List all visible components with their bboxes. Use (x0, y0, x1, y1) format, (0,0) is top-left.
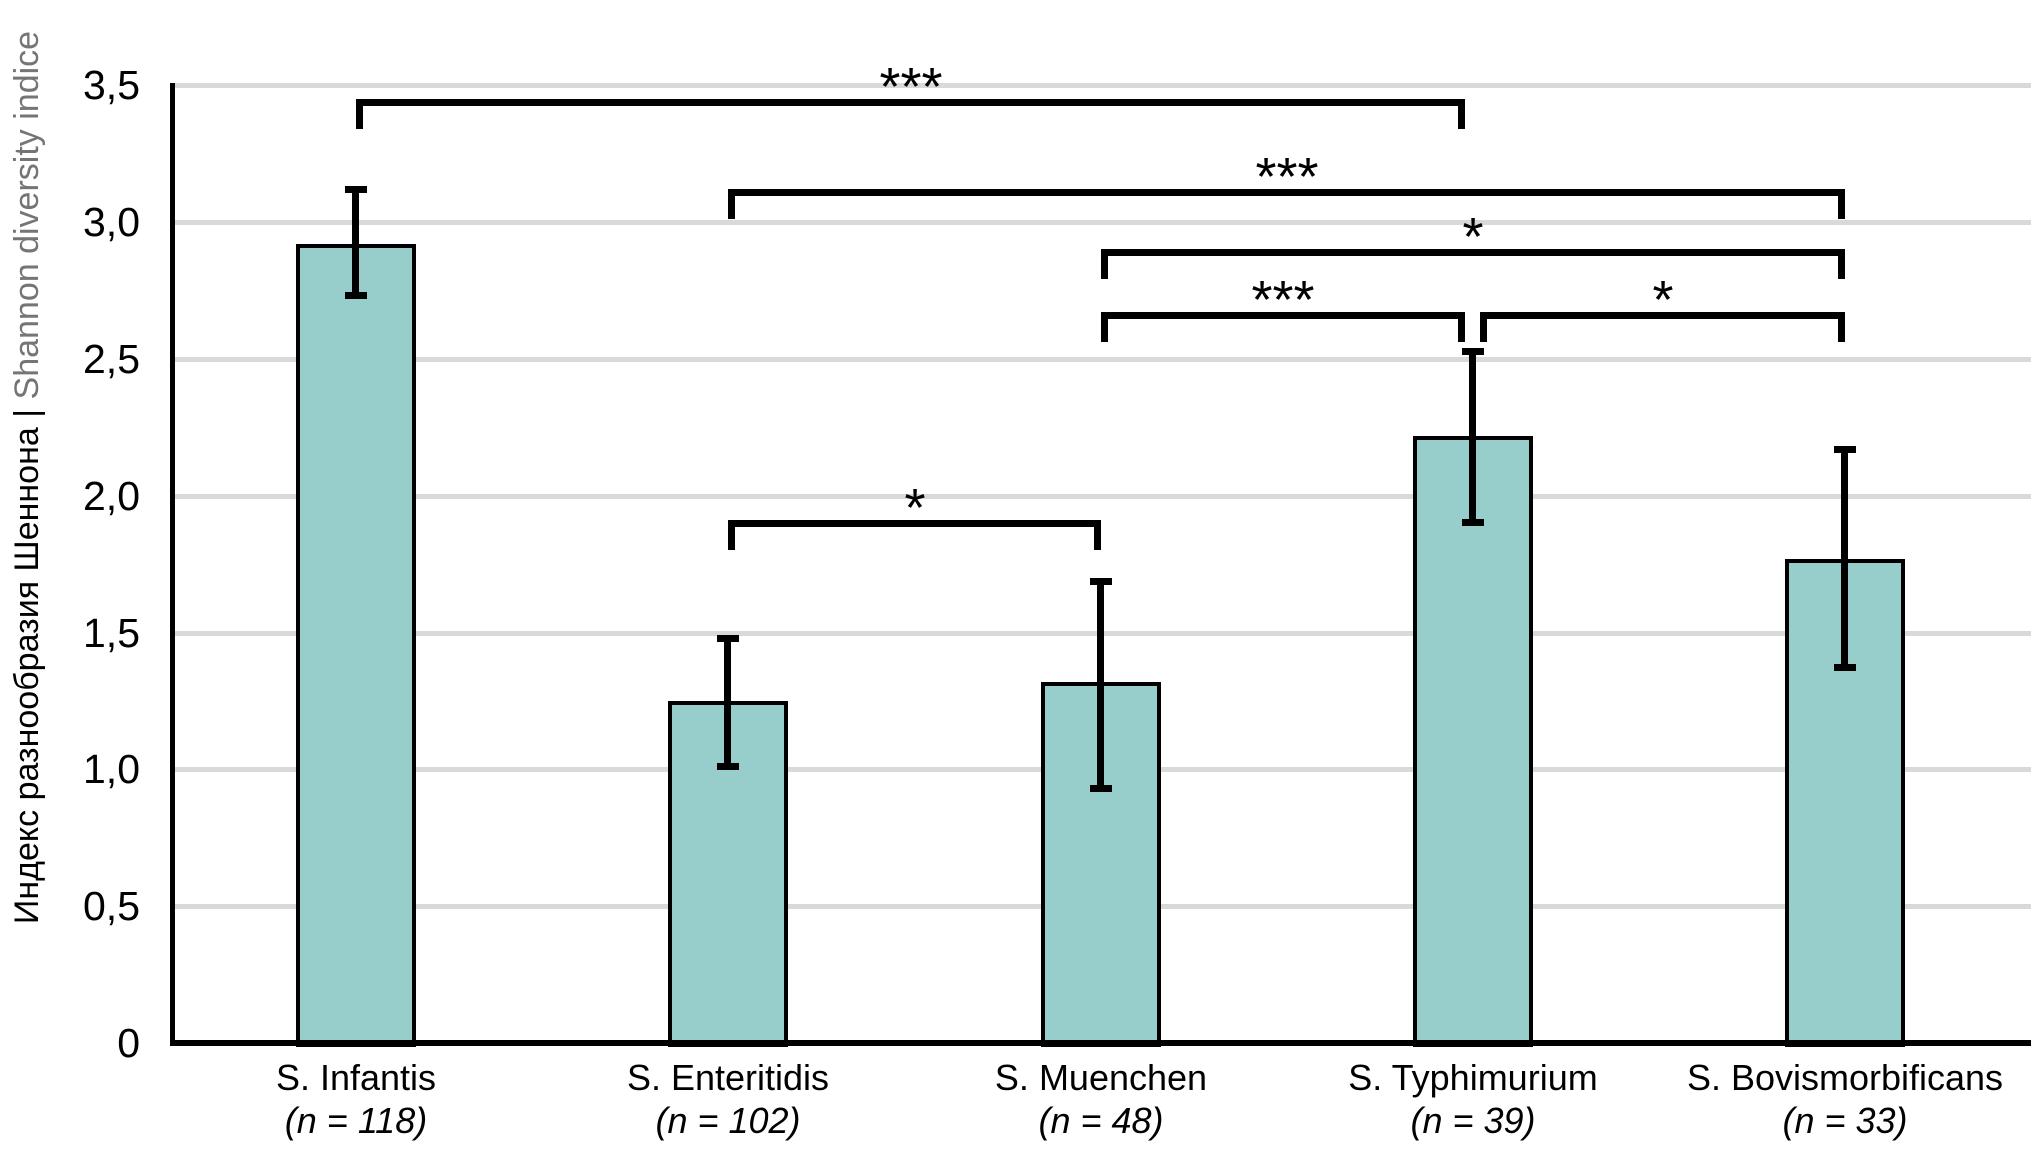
x-axis-line (170, 1040, 2031, 1046)
error-bar-s-bovismorbificans (1841, 449, 1848, 668)
significance-star-3: * (1462, 207, 1484, 267)
category-name-s-infantis: S. Infantis (275, 1057, 437, 1098)
error-cap-top-s-bovismorbificans (1834, 446, 1856, 453)
significance-bracket-6-tick-left (728, 520, 735, 550)
y-tick-label-2-0: 2,0 (83, 473, 140, 519)
category-name-s-enteritidis: S. Enteritidis (626, 1057, 830, 1098)
significance-bracket-3-line (1101, 249, 1845, 256)
significance-bracket-3-tick-right (1838, 249, 1845, 279)
category-n-count-s-typhimurium: (n = 39) (1410, 1100, 1536, 1141)
error-cap-top-s-muenchen (1090, 578, 1112, 585)
significance-bracket-5-line (1480, 312, 1845, 319)
error-cap-bottom-s-typhimurium (1462, 519, 1484, 526)
significance-star-1: *** (879, 57, 943, 117)
category-label-s-typhimurium: S. Typhimurium (n = 39) (1287, 1056, 1659, 1142)
y-tick-label-0-5: 0,5 (83, 883, 140, 929)
significance-bracket-2-tick-right (1838, 189, 1845, 219)
significance-star-6: * (904, 478, 926, 538)
y-tick-label-1-0: 1,0 (83, 746, 140, 792)
error-cap-bottom-s-infantis (345, 292, 367, 299)
significance-bracket-5-tick-left (1480, 312, 1487, 342)
significance-bracket-6-tick-right (1094, 520, 1101, 550)
category-name-s-bovismorbificans: S. Bovismorbificans (1686, 1057, 2004, 1098)
significance-star-2: *** (1255, 147, 1319, 207)
bar-s-infantis (296, 244, 416, 1047)
error-cap-bottom-s-muenchen (1090, 785, 1112, 792)
significance-bracket-4-tick-right (1458, 312, 1465, 342)
significance-bracket-1-line (356, 99, 1465, 106)
category-n-count-s-infantis: (n = 118) (284, 1100, 428, 1141)
significance-bracket-2-tick-left (728, 189, 735, 219)
gridline-2-5 (170, 357, 2031, 362)
category-n-count-s-enteritidis: (n = 102) (655, 1100, 801, 1141)
error-cap-top-s-infantis (345, 186, 367, 193)
category-label-s-muenchen: S. Muenchen (n = 48) (915, 1056, 1287, 1142)
error-cap-bottom-s-enteritidis (717, 763, 739, 770)
y-tick-label-3-5: 3,5 (83, 62, 140, 108)
category-n-count-s-muenchen: (n = 48) (1038, 1100, 1164, 1141)
category-label-s-enteritidis: S. Enteritidis (n = 102) (542, 1056, 914, 1142)
significance-star-4: *** (1251, 270, 1315, 330)
y-tick-label-3-0: 3,0 (83, 199, 140, 245)
y-tick-label-1-5: 1,5 (83, 610, 140, 656)
error-cap-bottom-s-bovismorbificans (1834, 664, 1856, 671)
significance-bracket-4-tick-left (1101, 312, 1108, 342)
error-bar-s-muenchen (1097, 581, 1104, 789)
bar-s-typhimurium (1413, 436, 1533, 1047)
error-bar-s-typhimurium (1469, 351, 1476, 523)
category-label-s-infantis: S. Infantis (n = 118) (170, 1056, 542, 1142)
error-bar-s-infantis (352, 189, 359, 296)
error-cap-top-s-typhimurium (1462, 348, 1484, 355)
y-tick-label-2-5: 2,5 (83, 336, 140, 382)
gridline-3 (170, 220, 2031, 225)
significance-bracket-3-tick-left (1101, 249, 1108, 279)
category-name-s-muenchen: S. Muenchen (994, 1057, 1208, 1098)
category-label-s-bovismorbificans: S. Bovismorbificans (n = 33) (1659, 1056, 2031, 1142)
significance-bracket-1-tick-right (1458, 99, 1465, 129)
gridline-2 (170, 494, 2031, 499)
y-axis-line (170, 83, 175, 1046)
significance-bracket-1-tick-left (356, 99, 363, 129)
significance-bracket-4-line (1101, 312, 1465, 319)
significance-bracket-2-line (728, 189, 1845, 196)
significance-star-5: * (1652, 270, 1674, 330)
category-name-s-typhimurium: S. Typhimurium (1348, 1057, 1598, 1098)
significance-bracket-6-line (728, 520, 1101, 527)
error-bar-s-enteritidis (724, 638, 731, 767)
category-n-count-s-bovismorbificans: (n = 33) (1782, 1100, 1908, 1141)
error-cap-top-s-enteritidis (717, 635, 739, 642)
y-tick-label-0: 0 (117, 1020, 140, 1066)
significance-bracket-5-tick-right (1838, 312, 1845, 342)
gridline-3-5 (170, 83, 2031, 88)
